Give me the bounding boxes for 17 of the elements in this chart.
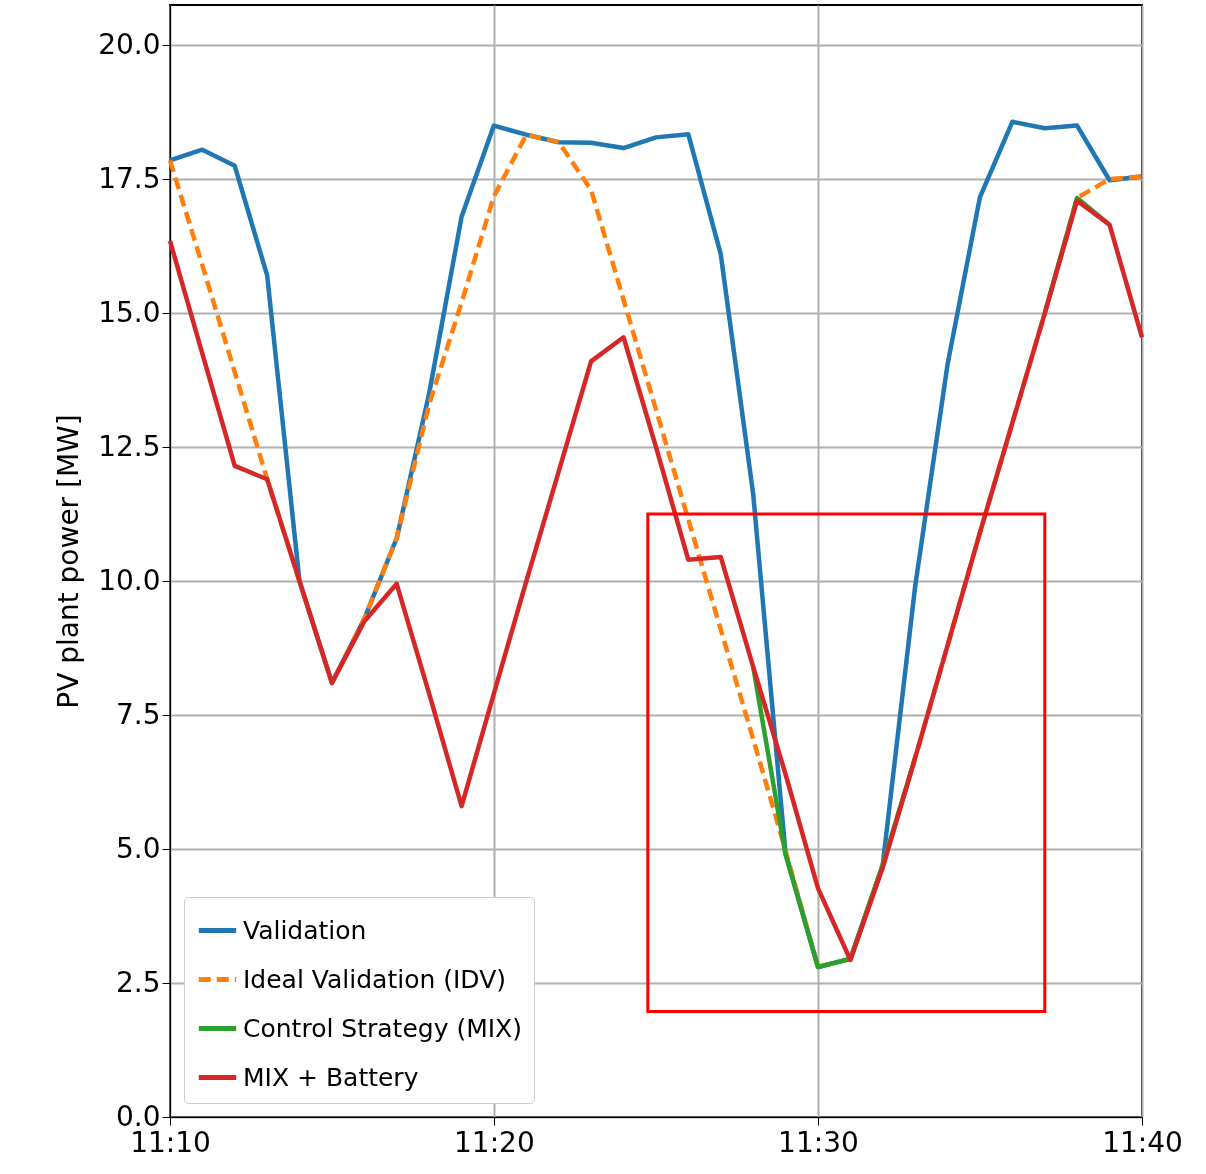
y-tick-label: 20.0 [98, 27, 161, 61]
legend-label: Ideal Validation (IDV) [243, 964, 507, 994]
legend-label: MIX + Battery [243, 1062, 419, 1092]
y-tick-label: 12.5 [98, 429, 161, 463]
x-tick-label: 11:30 [778, 1125, 859, 1159]
y-tick-label: 10.0 [98, 563, 161, 597]
legend-label: Control Strategy (MIX) [243, 1013, 522, 1043]
y-tick-label: 2.5 [115, 965, 161, 999]
y-tick-label: 17.5 [98, 161, 161, 195]
x-tick-label: 11:20 [454, 1125, 535, 1159]
y-axis-title: PV plant power [MW] [52, 414, 86, 709]
y-tick-label: 5.0 [115, 831, 161, 865]
y-tick-label: 7.5 [115, 697, 161, 731]
legend-label: Validation [243, 915, 367, 945]
x-tick-label: 11:10 [130, 1125, 211, 1159]
x-tick-label: 11:40 [1102, 1125, 1183, 1159]
y-tick-label: 15.0 [98, 295, 161, 329]
